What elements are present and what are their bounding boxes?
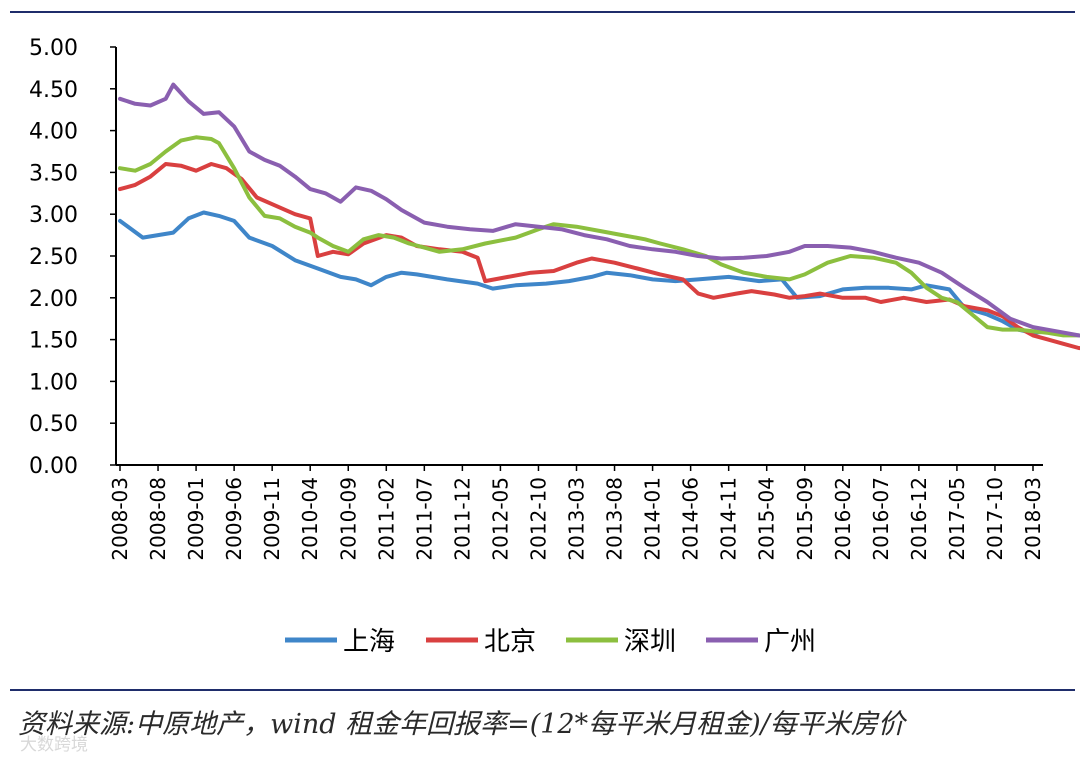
x-tick-label: 2011-02 [374,477,398,561]
x-tick-label: 2018-03 [1021,477,1045,561]
series-line-1 [118,210,1051,335]
x-tick-label: 2012-10 [526,477,550,561]
x-tick-label: 2010-04 [298,477,322,561]
x-tick-label: 2009-06 [222,477,246,561]
series-line-4 [118,82,1080,338]
x-tick-label: 2011-07 [412,477,436,561]
y-tick-label: 5.00 [29,36,78,61]
top-rule [10,11,1075,13]
y-tick-label: 2.50 [29,245,78,270]
y-tick-label: 2.00 [29,287,78,312]
series-line-2 [118,162,1080,351]
x-tick-label: 2010-09 [336,477,360,561]
y-tick-label: 4.50 [29,78,78,103]
x-tick-label: 2012-05 [488,477,512,561]
x-tick-label: 2017-10 [983,477,1007,561]
y-tick-label: 0.50 [29,412,78,437]
x-tick-label: 2016-07 [869,477,893,561]
x-tick-label: 2011-12 [450,477,474,561]
legend-label-1: 上海 [343,627,395,657]
y-tick-label: 3.50 [29,161,78,186]
x-tick-label: 2014-11 [717,477,741,561]
legend-label-2: 北京 [484,627,536,657]
x-tick-label: 2013-08 [603,477,627,561]
y-tick-label: 1.00 [29,370,78,395]
y-tick-label: 0.00 [29,454,78,479]
x-tick-label: 2016-12 [907,477,931,561]
x-tick-label: 2009-01 [184,477,208,561]
watermark: 大数跨境 [20,735,88,755]
x-tick-label: 2008-03 [108,477,132,561]
x-tick-label: 2008-08 [146,477,170,561]
y-tick-label: 4.00 [29,120,78,145]
x-tick-label: 2009-11 [260,477,284,561]
x-tick-label: 2015-09 [793,477,817,561]
legend-label-4: 广州 [764,627,816,657]
line-chart: 0.00 0.50 1.00 1.50 2.00 2.50 3.00 3.50 4.00 4.50… [29,36,1080,657]
source-note: 资料来源:中原地产，wind 租金年回报率=(12*每平米月租金)/每平米房价 [18,709,905,740]
x-tick-label: 2016-02 [831,477,855,561]
x-tick-label: 2015-04 [755,477,779,561]
x-tick-label: 2014-06 [679,477,703,561]
x-tick-label: 2014-01 [641,477,665,561]
bottom-rule [10,689,1075,691]
x-tick-label: 2017-05 [945,477,969,561]
x-tick-label: 2013-03 [565,477,589,561]
legend-label-3: 深圳 [624,627,676,657]
y-tick-label: 1.50 [29,329,78,354]
y-tick-label: 3.00 [29,203,78,228]
